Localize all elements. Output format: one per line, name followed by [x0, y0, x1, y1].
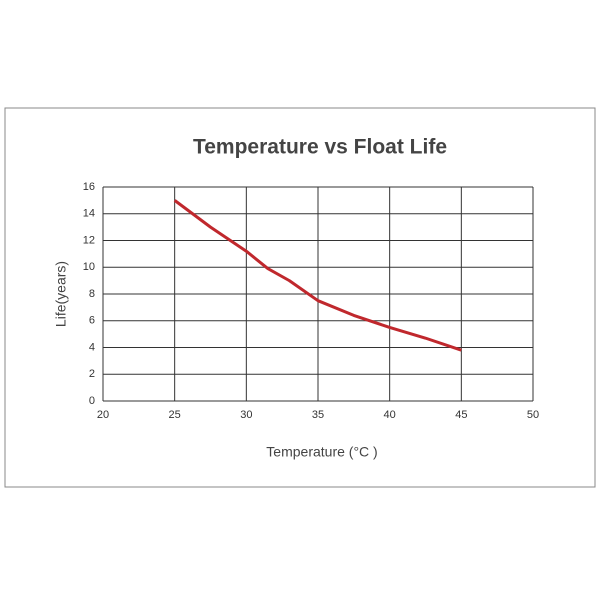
- frame: [4, 107, 596, 488]
- x-tick-label: 20: [97, 409, 109, 421]
- y-tick-label: 8: [89, 288, 95, 300]
- x-axis-label: Temperature (°C ): [266, 444, 377, 460]
- line: [173, 199, 462, 352]
- x-tick-label: 40: [384, 409, 396, 421]
- y-tick-label: 12: [83, 234, 95, 246]
- x-tick-label: 25: [169, 409, 181, 421]
- y-tick-label: 4: [89, 341, 95, 353]
- x-tick-label: 30: [240, 409, 252, 421]
- y-tick-label: 2: [89, 368, 95, 380]
- x-tick-label: 35: [312, 409, 324, 421]
- y-tick-label: 10: [83, 261, 95, 273]
- chart-title: Temperature vs Float Life: [193, 136, 447, 159]
- y-tick-label: 0: [89, 395, 95, 407]
- x-tick-label: 50: [527, 409, 539, 421]
- y-tick-label: 14: [83, 208, 95, 220]
- x-tick-label: 45: [455, 409, 467, 421]
- y-tick-label: 16: [83, 181, 95, 193]
- y-tick-label: 6: [89, 315, 95, 327]
- y-axis-label: Life(years): [53, 261, 69, 327]
